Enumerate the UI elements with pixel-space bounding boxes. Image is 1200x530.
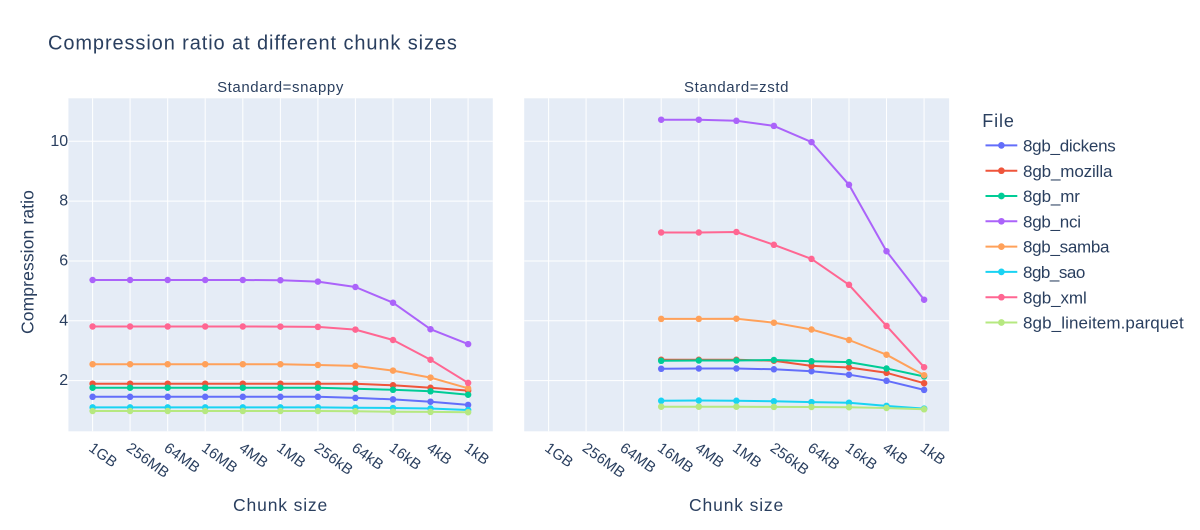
svg-text:Compression ratio: Compression ratio: [18, 190, 38, 334]
svg-text:8gb_sao: 8gb_sao: [1023, 263, 1085, 282]
svg-text:8gb_xml: 8gb_xml: [1023, 288, 1087, 307]
svg-text:4: 4: [59, 312, 68, 329]
svg-text:6: 6: [59, 253, 68, 270]
svg-text:10: 10: [50, 133, 68, 150]
svg-text:File: File: [982, 111, 1014, 131]
svg-text:8gb_nci: 8gb_nci: [1023, 212, 1081, 231]
svg-text:Standard=snappy: Standard=snappy: [217, 79, 344, 96]
svg-text:8gb_dickens: 8gb_dickens: [1023, 137, 1116, 156]
svg-text:8gb_samba: 8gb_samba: [1023, 238, 1110, 257]
svg-text:2: 2: [59, 372, 68, 389]
svg-text:Chunk size: Chunk size: [689, 495, 784, 515]
svg-text:Compression ratio at different: Compression ratio at different chunk siz…: [48, 32, 458, 54]
svg-text:Standard=zstd: Standard=zstd: [684, 79, 789, 96]
svg-text:8gb_mozilla: 8gb_mozilla: [1023, 162, 1113, 181]
svg-text:8gb_mr: 8gb_mr: [1023, 187, 1080, 206]
svg-text:8: 8: [59, 193, 68, 210]
svg-text:8gb_lineitem.parquet: 8gb_lineitem.parquet: [1023, 314, 1184, 333]
svg-text:Chunk size: Chunk size: [233, 495, 328, 515]
